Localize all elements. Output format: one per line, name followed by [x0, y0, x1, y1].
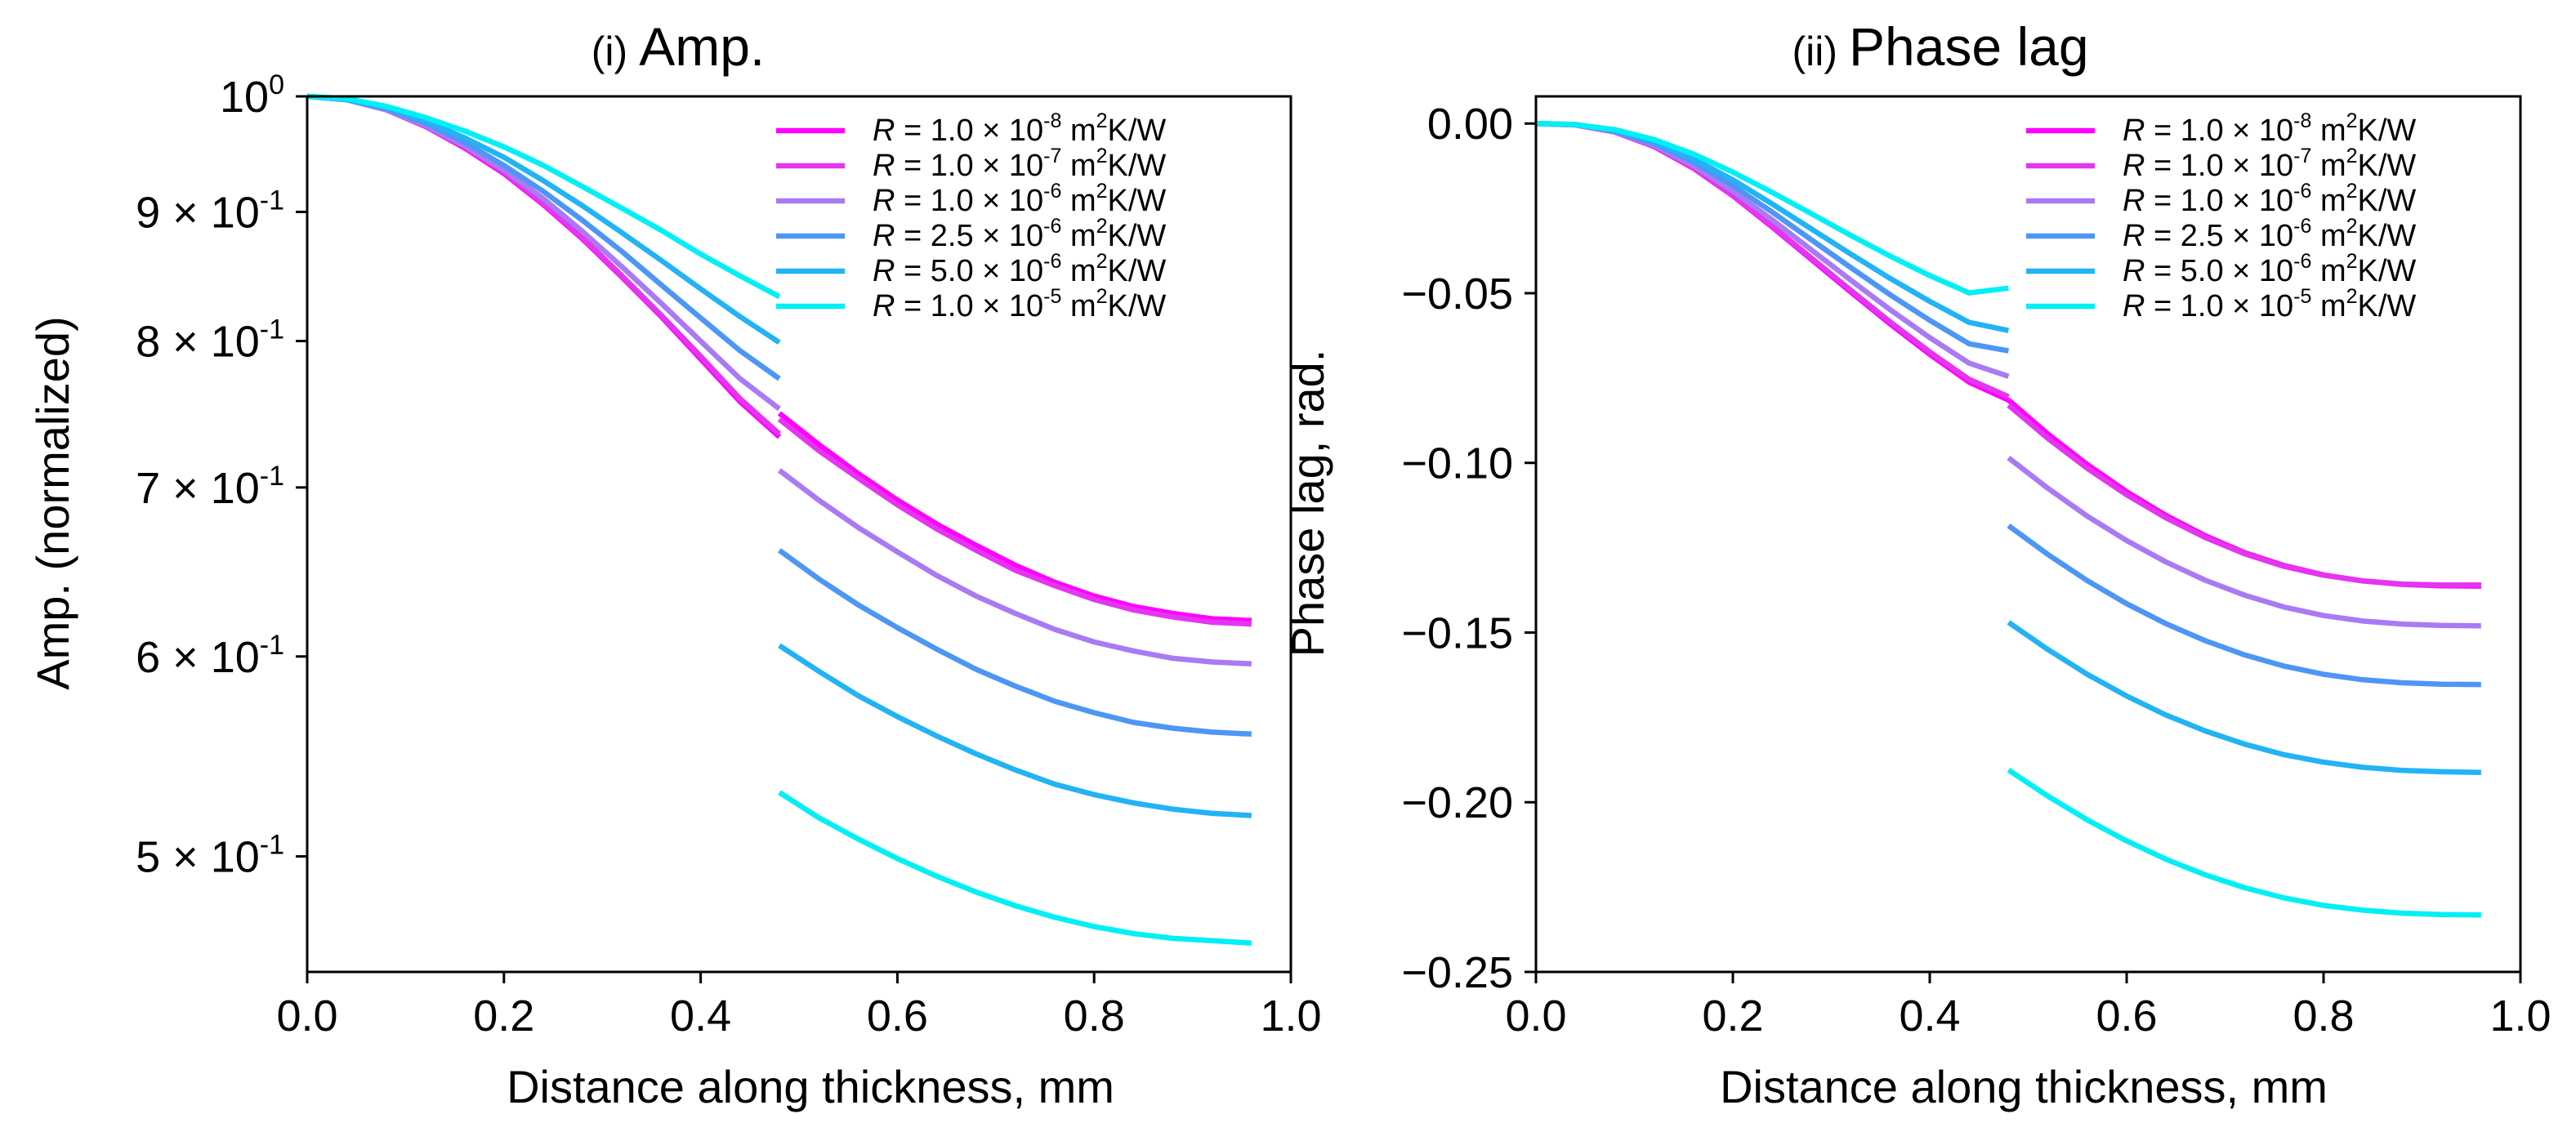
- axes-frame: [306, 95, 1292, 974]
- legend-label-2: R = 1.0 × 10-7 m2K/W: [873, 145, 1166, 183]
- series-6-layer2-line: [2007, 768, 2481, 918]
- x-tick-label: 0.4: [670, 992, 731, 1041]
- x-tick-label: 1.0: [1260, 992, 1321, 1041]
- series-6-layer1-line: [306, 93, 781, 300]
- legend-label-1: R = 1.0 × 10-8 m2K/W: [873, 109, 1166, 148]
- y-tick-label: 8 × 10-1: [136, 314, 284, 367]
- series-6-layer1-line: [1535, 120, 2009, 296]
- legend-label-3: R = 1.0 × 10-6 m2K/W: [873, 180, 1166, 218]
- series-4-layer2-line: [2007, 523, 2481, 688]
- amplitude-plot-area: 0.0 0.2 0.4 0.6 0.8 1.0 100 9 × 10-1 8 × 10-1 7 ×…: [136, 69, 1321, 1041]
- phase-lag-xlabel: Distance along thickness, mm: [1720, 1061, 2328, 1112]
- x-tick-label: 0.4: [1899, 992, 1960, 1041]
- amplitude-panel: (i) Amp. Distance along thickness, mm Amp…: [27, 16, 1322, 1112]
- series-6-layer2-line: [778, 790, 1252, 946]
- legend-label-5: R = 5.0 × 10-6 m2K/W: [873, 250, 1166, 288]
- legend: R = 1.0 × 10-8 m2K/WR = 1.0 × 10-7 m2K/W…: [2026, 109, 2416, 323]
- y-tick-label: 5 × 10-1: [136, 830, 284, 882]
- series-5-layer2-line: [2007, 620, 2481, 775]
- y-tick-label: 100: [220, 69, 284, 122]
- series-1-layer2-line: [777, 411, 1252, 624]
- series-2-layer2-line: [777, 417, 1252, 627]
- phase-lag-panel: (ii) Phase lag Distance along thickness, …: [1282, 16, 2551, 1112]
- x-tick-label: 0.8: [1064, 992, 1125, 1041]
- x-tick-label: 0.0: [1505, 992, 1566, 1041]
- y-tick-label: 0.00: [1427, 100, 1513, 149]
- legend-label-2: R = 1.0 × 10-7 m2K/W: [2123, 145, 2416, 183]
- legend-label-6: R = 1.0 × 10-5 m2K/W: [2123, 285, 2416, 323]
- legend-label-1: R = 1.0 × 10-8 m2K/W: [2123, 109, 2416, 148]
- y-tick-label: −0.20: [1401, 778, 1513, 827]
- legend: R = 1.0 × 10-8 m2K/WR = 1.0 × 10-7 m2K/W…: [776, 109, 1166, 323]
- y-tick-label: 9 × 10-1: [136, 185, 284, 237]
- amplitude-title: (i) Amp.: [592, 16, 765, 77]
- legend-label-4: R = 2.5 × 10-6 m2K/W: [873, 215, 1166, 253]
- y-tick-label: −0.25: [1401, 948, 1513, 997]
- y-tick-label: 6 × 10-1: [136, 630, 284, 682]
- amplitude-ylabel: Amp. (normalized): [27, 316, 78, 689]
- x-tick-label: 0.8: [2293, 992, 2354, 1041]
- legend-label-4: R = 2.5 × 10-6 m2K/W: [2123, 215, 2416, 253]
- x-tick-label: 0.6: [867, 992, 928, 1041]
- legend-label-6: R = 1.0 × 10-5 m2K/W: [873, 285, 1166, 323]
- series-3-layer2-line: [777, 468, 1252, 667]
- x-tick-label: 0.2: [473, 992, 534, 1041]
- x-tick-label: 0.6: [2096, 992, 2157, 1041]
- phase-lag-ylabel: Phase lag, rad.: [1282, 350, 1333, 657]
- axes-frame: [1534, 95, 2522, 974]
- legend-label-3: R = 1.0 × 10-6 m2K/W: [2123, 180, 2416, 218]
- y-tick-label: −0.05: [1401, 270, 1513, 319]
- series-2-layer2-line: [2007, 403, 2481, 588]
- y-tick-label: 7 × 10-1: [136, 461, 284, 513]
- amplitude-xlabel: Distance along thickness, mm: [507, 1061, 1114, 1112]
- x-tick-label: 0.0: [276, 992, 337, 1041]
- series-5-layer2-line: [778, 643, 1252, 818]
- x-tick-label: 1.0: [2489, 992, 2551, 1041]
- y-tick-label: −0.10: [1401, 439, 1513, 488]
- series-3-layer2-line: [2007, 455, 2481, 629]
- x-tick-label: 0.2: [1702, 992, 1763, 1041]
- phase-lag-plot-area: 0.0 0.2 0.4 0.6 0.8 1.0 0.00 −0.05 −0.10 −0.15 −0.…: [1401, 95, 2551, 1041]
- legend-label-5: R = 5.0 × 10-6 m2K/W: [2123, 250, 2416, 288]
- series-4-layer2-line: [777, 548, 1252, 738]
- y-tick-label: −0.15: [1401, 608, 1513, 657]
- phase-lag-title: (ii) Phase lag: [1792, 16, 2088, 77]
